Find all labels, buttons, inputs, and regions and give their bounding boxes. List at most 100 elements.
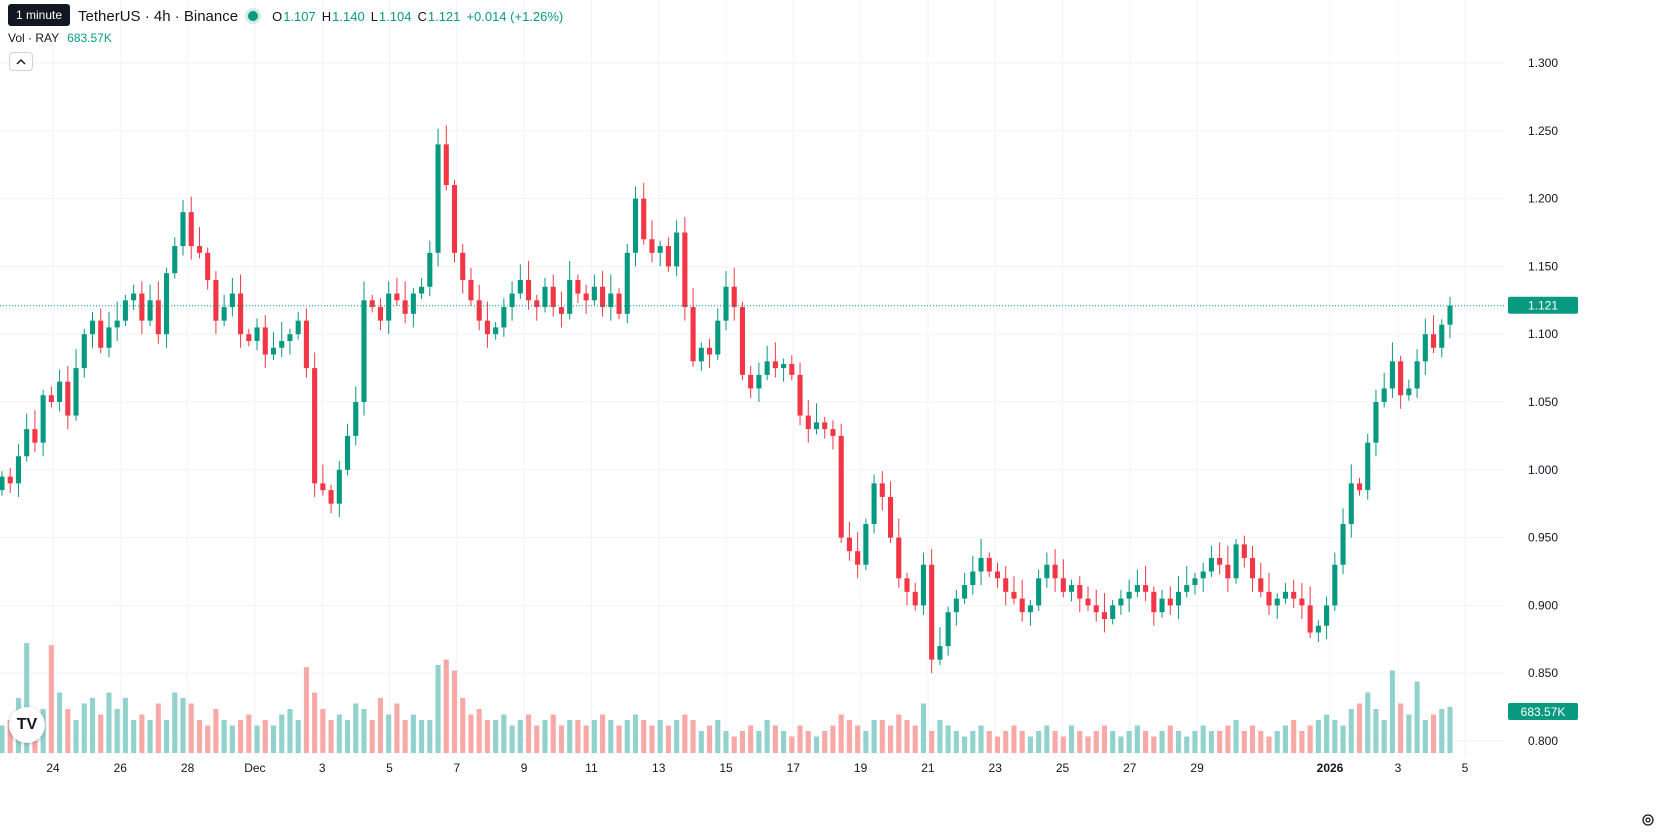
candle	[600, 271, 606, 317]
volume-bar	[1340, 725, 1346, 753]
volume-bar	[953, 731, 959, 753]
volume-bar	[616, 725, 622, 753]
candle	[468, 267, 474, 306]
candle	[386, 281, 392, 335]
candle-body	[1159, 598, 1165, 613]
candle	[797, 362, 803, 426]
candle	[1406, 379, 1412, 401]
candle-body	[1447, 305, 1453, 325]
candle	[542, 277, 548, 313]
candle	[986, 552, 992, 577]
price-axis[interactable]: 1.300 1.250 1.200 1.150 1.100 1.050 1.000 0.950…	[1528, 56, 1558, 748]
candle-body	[229, 293, 235, 308]
volume-bar	[24, 643, 30, 753]
candle-body	[320, 483, 326, 491]
candle	[781, 358, 787, 382]
volume-bar	[706, 725, 713, 753]
candle-body	[205, 252, 211, 280]
candle-body	[501, 307, 507, 328]
symbol-title[interactable]: TetherUS · 4h · Binance	[78, 7, 239, 25]
candle-body	[937, 646, 943, 660]
candle-body	[48, 395, 54, 402]
volume-bar	[427, 720, 433, 753]
volume-bar	[830, 725, 836, 753]
volume-bar	[600, 714, 606, 753]
candle	[139, 281, 145, 335]
candle-body	[427, 252, 433, 287]
volume-bar	[813, 736, 820, 753]
candle	[402, 281, 408, 324]
candle-body	[1356, 483, 1363, 491]
candle-body	[451, 185, 458, 253]
volume-bar	[312, 692, 318, 753]
x-tick-label: 5	[386, 761, 393, 775]
volume-bar	[344, 720, 351, 753]
candle-body	[394, 293, 400, 301]
candle	[188, 196, 194, 260]
candle	[1200, 562, 1206, 592]
volume-bar	[1282, 725, 1289, 753]
candle	[106, 311, 112, 358]
candle-body	[15, 456, 22, 484]
candle	[320, 464, 326, 496]
candle	[24, 413, 30, 462]
candle	[772, 342, 778, 378]
candle-body	[221, 307, 227, 321]
volume-bar	[690, 720, 696, 753]
candle	[1085, 586, 1091, 611]
candle-body	[254, 327, 260, 341]
volume-bar	[797, 725, 803, 753]
volume-bar	[509, 725, 515, 753]
volume-bar	[731, 736, 737, 753]
candle-body	[525, 279, 532, 301]
candle-body	[920, 564, 927, 606]
volume-bar	[451, 670, 458, 753]
candle	[813, 403, 820, 435]
candle-body	[1439, 324, 1445, 348]
candle-body	[1011, 591, 1017, 599]
gear-icon[interactable]	[1640, 812, 1656, 828]
candle	[1398, 355, 1404, 409]
volume-bar	[723, 731, 729, 753]
candle	[435, 128, 441, 267]
candle	[920, 552, 927, 615]
tradingview-logo-icon[interactable]: TV	[9, 707, 45, 743]
volume-bar	[328, 720, 334, 753]
candle	[501, 298, 507, 337]
candle-body	[468, 279, 474, 301]
candle-body	[550, 286, 556, 308]
candle	[443, 125, 449, 191]
volume-bar	[419, 720, 425, 753]
candle	[1266, 572, 1272, 615]
volume-bar	[89, 698, 96, 753]
collapse-legend-button[interactable]	[9, 52, 33, 71]
volume-bar	[1126, 731, 1132, 753]
x-tick-label: 28	[181, 761, 195, 775]
candle-body	[970, 571, 976, 586]
candle-body	[1167, 598, 1173, 606]
candle	[377, 298, 384, 331]
x-tick-label: 26	[114, 761, 128, 775]
volume-bar	[920, 703, 927, 753]
volume-bar	[336, 714, 342, 753]
candle-body	[682, 232, 688, 308]
volume-legend[interactable]: Vol · RAY 683.57K	[8, 31, 112, 45]
volume-bar	[1430, 714, 1437, 753]
candle-body	[1373, 402, 1379, 443]
candle	[40, 389, 46, 457]
candle-body	[813, 422, 820, 430]
volume-bar	[98, 714, 104, 753]
candle	[1110, 599, 1116, 625]
volume-bar	[57, 692, 63, 753]
candle	[1348, 464, 1354, 538]
volume-bar	[1258, 731, 1264, 753]
open-value: 1.107	[283, 8, 316, 24]
volume-bar	[805, 731, 811, 753]
candle	[879, 471, 885, 511]
candle-body	[89, 320, 96, 335]
candle-body	[1068, 585, 1075, 592]
volume-bar	[1217, 731, 1223, 753]
time-axis[interactable]: 24 26 28 Dec 3 5 7 9 11 13 15 17 19 21 23 25 27 29 2026 3 5	[46, 761, 1468, 775]
volume-bar	[229, 725, 235, 753]
